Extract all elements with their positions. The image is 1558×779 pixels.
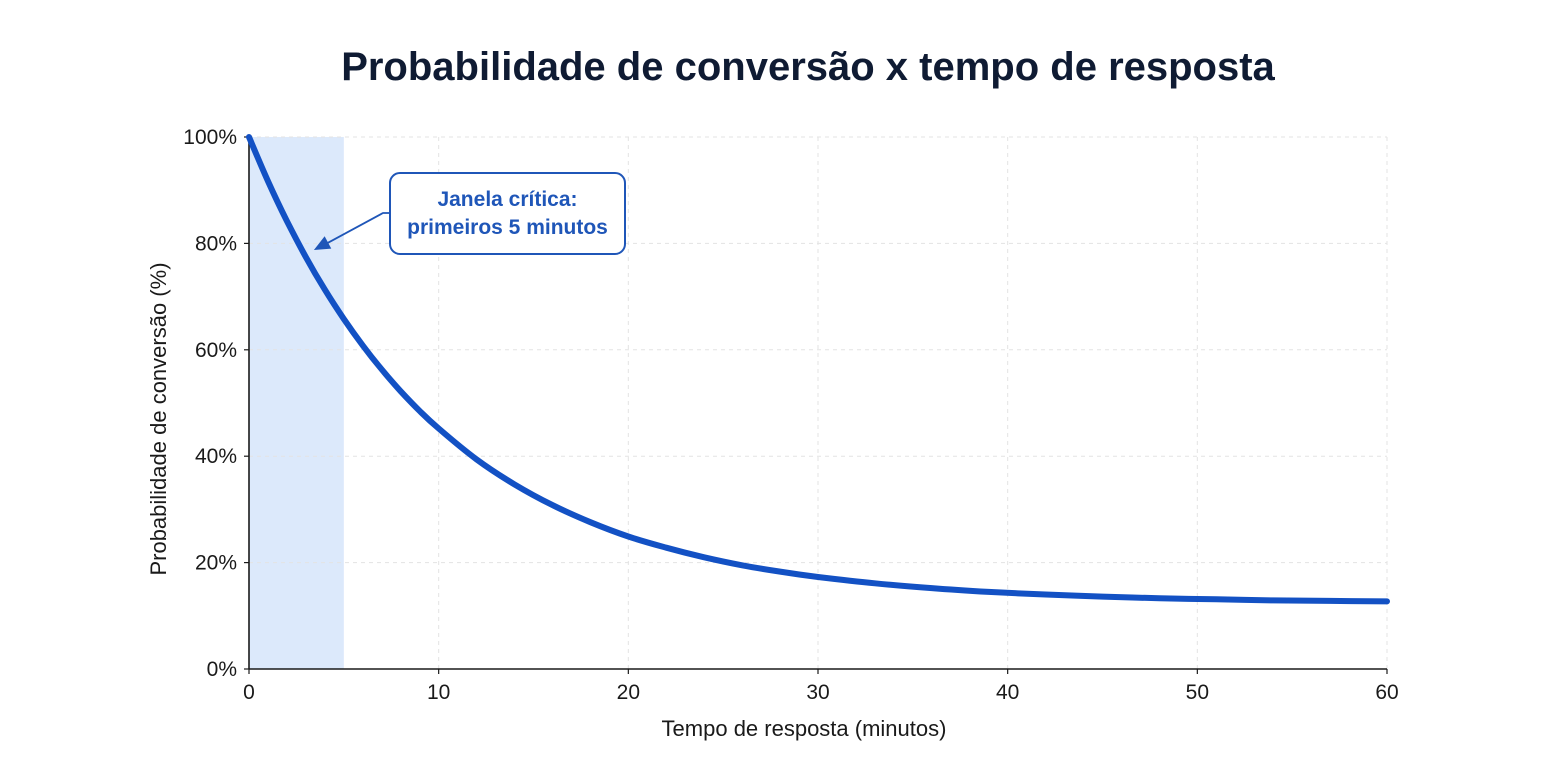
x-tick-label-10: 10 [427, 681, 450, 704]
highlight-region-group [249, 137, 344, 669]
x-tick-label-40: 40 [996, 681, 1019, 704]
y-tick-label-0: 0% [207, 658, 237, 681]
annotation-text-line-1: Janela crítica: [437, 188, 577, 211]
x-tick-label-20: 20 [617, 681, 640, 704]
axes-group: 0 10 20 30 40 50 60 0% 20% 40% 60% 80% 100% [183, 126, 1398, 704]
critical-window-region [249, 137, 344, 669]
annotation-arrow-line [321, 212, 390, 247]
annotation-box [389, 172, 626, 255]
x-tick-label-30: 30 [806, 681, 829, 704]
x-axis-label: Tempo de resposta (minutos) [662, 716, 947, 741]
x-tick-label-0: 0 [243, 681, 255, 704]
x-tick-label-50: 50 [1186, 681, 1209, 704]
y-tick-label-60: 60% [195, 339, 237, 362]
annotation-group: Janela crítica: primeiros 5 minutos [313, 172, 626, 255]
y-tick-label-80: 80% [195, 232, 237, 255]
annotation-text-line-2: primeiros 5 minutos [407, 216, 608, 239]
y-tick-label-100: 100% [183, 126, 237, 149]
series-line-0 [246, 134, 1390, 605]
grid-group [249, 136, 1388, 669]
chart-title: Probabilidade de conversão x tempo de re… [341, 45, 1275, 89]
annotation-arrow-head [313, 236, 332, 251]
series-group [246, 134, 1390, 605]
y-axis-label: Probabilidade de conversão (%) [146, 262, 171, 575]
x-tick-label-60: 60 [1375, 681, 1398, 704]
y-tick-label-20: 20% [195, 552, 237, 575]
y-tick-label-40: 40% [195, 445, 237, 468]
